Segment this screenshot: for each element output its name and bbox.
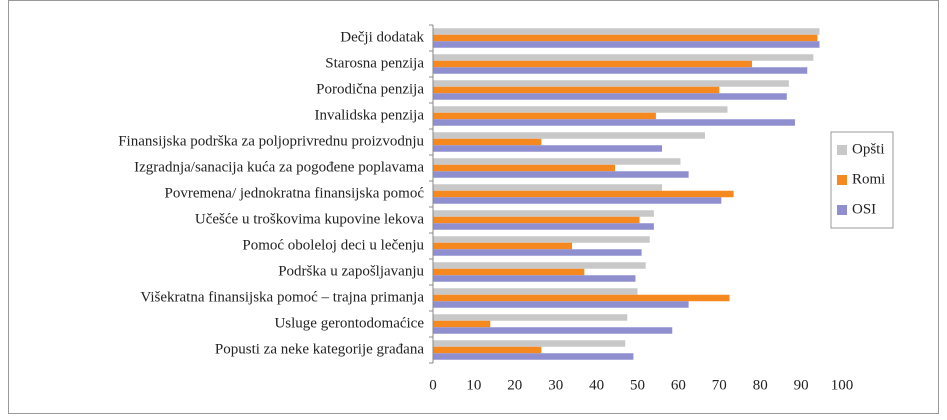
bar [433, 210, 654, 217]
bar [433, 60, 753, 68]
legend-label: OSI [852, 201, 876, 217]
bar [433, 236, 650, 243]
bar [433, 288, 638, 295]
bar [433, 216, 640, 224]
y-tick-label: Popusti za neke kategorije građana [215, 341, 424, 357]
x-tick-label: 30 [548, 377, 563, 393]
x-tick-label: 80 [753, 377, 768, 393]
y-tick-label: Usluge gerontodomaćice [274, 315, 424, 331]
y-tick-label: Učešće u troškovima kupovine lekova [195, 211, 424, 227]
x-tick-label: 50 [630, 377, 645, 393]
bar [433, 86, 720, 94]
bar [433, 164, 616, 172]
bar [433, 249, 642, 256]
bar [433, 112, 656, 120]
x-tick-label: 40 [589, 377, 604, 393]
bar [433, 268, 585, 276]
x-tick-label: 90 [794, 377, 809, 393]
bar [433, 301, 689, 308]
y-tick-label: Finansijska podrška za poljoprivrednu pr… [118, 133, 424, 149]
bar [433, 242, 573, 250]
bar [433, 327, 673, 334]
bar [433, 28, 820, 35]
bar [433, 184, 663, 191]
bar [433, 171, 689, 178]
x-tick-label: 70 [712, 377, 727, 393]
x-tick-label: 20 [507, 377, 522, 393]
x-tick-label: 100 [831, 377, 854, 393]
y-tick-label: Starosna penzija [325, 55, 424, 71]
bar [433, 67, 808, 74]
y-tick-label: Porodična penzija [316, 81, 424, 97]
legend-swatch [837, 175, 847, 185]
bar [433, 80, 789, 87]
bar [433, 54, 814, 61]
y-tick-label: Povremena/ jednokratna finansijska pomoć [164, 185, 424, 201]
y-tick-label: Dečji dodatak [340, 29, 424, 45]
bar [433, 138, 542, 146]
y-tick-label: Višekratna finansijska pomoć – trajna pr… [140, 289, 424, 305]
bar [433, 132, 705, 139]
bar [433, 223, 654, 230]
x-tick-label: 60 [671, 377, 686, 393]
legend-label: Romi [852, 171, 885, 187]
y-tick-label: Invalidska penzija [314, 107, 424, 123]
bar [433, 119, 795, 126]
bar [433, 353, 634, 360]
bar [433, 190, 734, 198]
bar [433, 106, 728, 113]
legend-swatch [837, 145, 847, 155]
bar [433, 275, 636, 282]
bar [433, 314, 628, 321]
bar [433, 93, 787, 100]
bar [433, 262, 646, 269]
bar [433, 197, 722, 204]
y-tick-label: Podrška u zapošljavanju [278, 263, 424, 279]
bar [433, 145, 663, 152]
bar [433, 34, 818, 42]
bar [433, 294, 730, 302]
y-tick-label: Pomoć oboleloj deci u lečenju [242, 237, 424, 253]
bar [433, 41, 820, 48]
x-tick-label: 10 [466, 377, 481, 393]
x-tick-label: 0 [429, 377, 437, 393]
legend-swatch [837, 205, 847, 215]
bar [433, 340, 626, 347]
legend-label: Opšti [852, 141, 885, 157]
bar [433, 346, 542, 354]
bar [433, 158, 681, 165]
bar [433, 320, 491, 328]
y-tick-label: Izgradnja/sanacija kuća za pogođene popl… [134, 159, 424, 175]
